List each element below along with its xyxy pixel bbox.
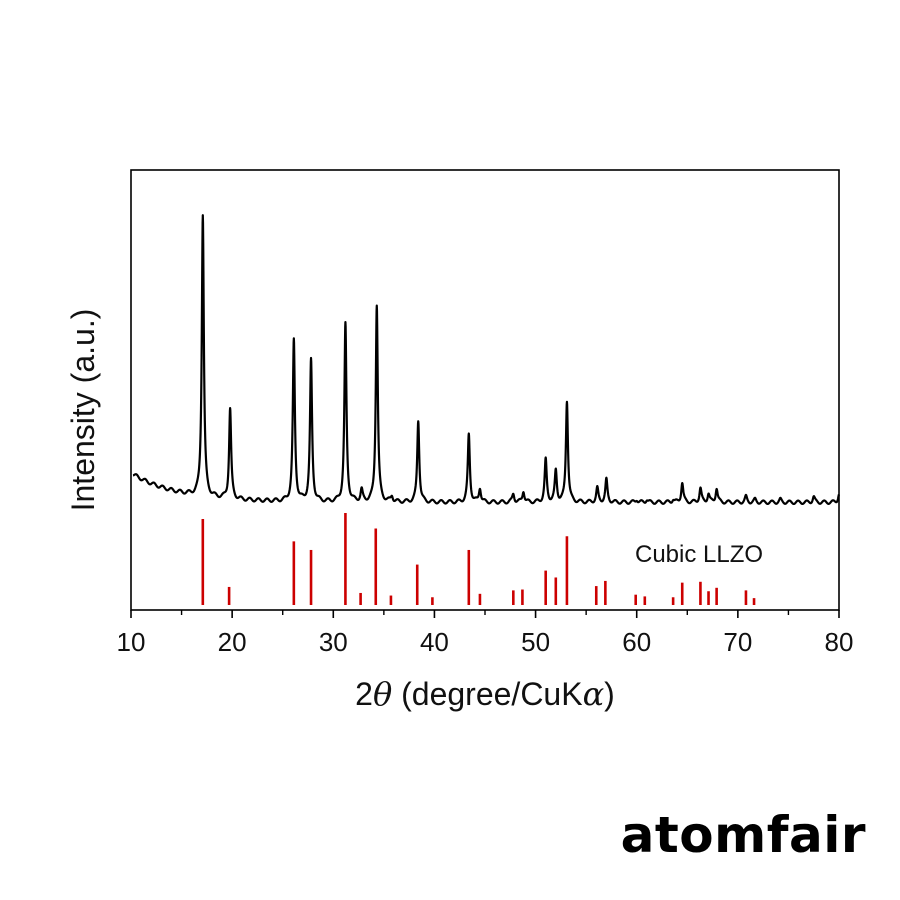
x-tick-label: 80 xyxy=(825,627,854,657)
x-tick-label: 40 xyxy=(420,627,449,657)
reference-label: Cubic LLZO xyxy=(635,541,763,568)
x-tick-label: 10 xyxy=(117,627,146,657)
x-axis-title-alpha: α xyxy=(583,675,605,713)
xrd-pattern-line xyxy=(132,214,841,506)
y-axis-title: Intensity (a.u.) xyxy=(65,309,101,512)
reference-bars xyxy=(201,512,756,605)
x-axis-title-suffix: ) xyxy=(604,676,615,712)
atomfair-logo: atomfair xyxy=(620,806,866,864)
x-axis-tick-labels: 10 20 30 40 50 60 70 80 xyxy=(117,627,854,657)
x-axis-title-prefix: 2 xyxy=(355,676,373,712)
x-tick-label: 30 xyxy=(319,627,348,657)
x-tick-label: 60 xyxy=(622,627,651,657)
x-axis-ticks xyxy=(130,610,840,618)
x-tick-label: 50 xyxy=(521,627,550,657)
x-axis-title-middle: (degree/CuK xyxy=(392,676,582,712)
x-tick-label: 70 xyxy=(723,627,752,657)
x-tick-label: 20 xyxy=(218,627,247,657)
x-axis-title: 2θ (degree/CuKα) xyxy=(355,675,615,713)
x-axis-title-theta: θ xyxy=(373,675,392,713)
